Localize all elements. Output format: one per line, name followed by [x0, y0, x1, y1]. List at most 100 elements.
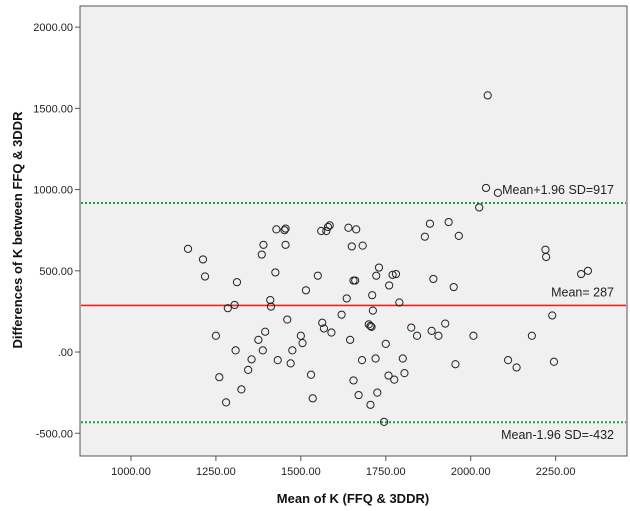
data-point	[368, 291, 377, 300]
data-point	[542, 252, 551, 262]
data-point	[221, 398, 231, 407]
data-point	[549, 357, 559, 366]
data-point	[301, 286, 311, 295]
data-point	[230, 300, 239, 310]
data-point	[232, 278, 242, 287]
data-point	[398, 354, 407, 363]
data-point	[583, 266, 593, 275]
data-point	[349, 376, 358, 385]
y-tick-label: .00	[58, 347, 73, 359]
data-point	[347, 242, 356, 251]
data-point	[441, 319, 450, 328]
data-point	[337, 310, 346, 319]
data-point	[451, 360, 460, 369]
data-point	[200, 272, 210, 281]
data-point	[286, 359, 295, 368]
data-point	[420, 232, 429, 241]
data-point	[364, 320, 373, 329]
data-point	[281, 240, 290, 249]
x-axis: 1000.00 1250.00 1500.00 1750.00 2000.00 2250.…	[111, 456, 576, 478]
y-axis: -500.00 .00 500.00 1000.00 1500.00 2000.00	[33, 22, 80, 440]
data-point	[259, 240, 268, 249]
data-point	[323, 222, 333, 232]
y-tick-label: 2000.00	[33, 22, 73, 34]
data-point	[577, 269, 586, 279]
data-point	[261, 327, 270, 336]
y-tick-label: 500.00	[39, 266, 73, 278]
reference-line-label: Mean= 287	[551, 285, 614, 299]
data-point	[273, 356, 282, 365]
data-point	[257, 250, 266, 259]
y-tick-label: -500.00	[36, 428, 73, 440]
data-point	[374, 263, 384, 272]
data-point	[306, 370, 316, 379]
data-point	[349, 276, 358, 285]
data-point	[354, 390, 363, 400]
data-point	[395, 298, 404, 307]
data-point	[327, 328, 336, 337]
data-point	[548, 311, 557, 320]
data-point	[258, 346, 267, 355]
data-point	[469, 331, 478, 340]
data-point	[280, 226, 289, 235]
data-point	[372, 271, 381, 280]
data-point	[366, 400, 375, 409]
data-point	[344, 223, 353, 232]
x-tick-label: 1500.00	[281, 466, 321, 478]
data-point	[388, 270, 397, 279]
x-tick-label: 1750.00	[366, 466, 406, 478]
data-point	[481, 183, 491, 193]
data-point	[215, 373, 224, 382]
y-axis-title: Differences of K between FFQ & 3DDR	[10, 111, 25, 349]
data-point	[429, 274, 438, 284]
data-point	[342, 294, 351, 303]
y-tick-label: 1000.00	[33, 185, 73, 197]
data-point	[237, 385, 246, 394]
data-point	[298, 338, 307, 348]
data-point	[198, 255, 208, 264]
data-point	[272, 225, 281, 234]
data-point	[475, 203, 484, 212]
data-points	[183, 91, 593, 426]
data-point	[183, 244, 193, 253]
reference-line-label: Mean-1.96 SD=-432	[501, 428, 614, 442]
data-point	[368, 306, 377, 315]
reference-line-label: Mean+1.96 SD=917	[502, 183, 614, 197]
data-point	[346, 335, 355, 344]
data-point	[454, 231, 463, 240]
data-point	[407, 323, 416, 332]
y-tick-label: 1500.00	[33, 103, 73, 115]
data-point	[379, 417, 389, 426]
data-point	[371, 354, 380, 363]
data-point	[384, 371, 393, 380]
data-point	[211, 331, 221, 340]
data-point	[503, 356, 513, 365]
data-point	[283, 315, 292, 324]
data-point	[512, 363, 521, 372]
data-point	[357, 356, 367, 365]
x-axis-title: Mean of K (FFQ & 3DDR)	[277, 491, 429, 506]
data-point	[381, 339, 390, 349]
data-point	[352, 225, 361, 234]
data-point	[325, 221, 334, 230]
data-point	[391, 269, 401, 279]
data-point	[271, 268, 280, 277]
data-point	[367, 322, 376, 331]
data-point	[412, 331, 422, 340]
data-point	[434, 331, 443, 340]
data-point	[247, 355, 256, 364]
data-point	[266, 302, 276, 311]
data-point	[366, 321, 375, 331]
data-point	[308, 394, 317, 403]
data-point	[231, 346, 240, 355]
data-point	[449, 282, 458, 292]
x-tick-label: 2000.00	[451, 466, 491, 478]
data-point	[493, 188, 502, 197]
data-point	[254, 335, 263, 344]
plot-area	[79, 5, 628, 457]
data-point	[313, 271, 322, 280]
data-point	[288, 346, 297, 355]
data-point	[483, 91, 492, 100]
reference-labels: Mean+1.96 SD=917 Mean= 287 Mean-1.96 SD=-4…	[501, 183, 614, 442]
